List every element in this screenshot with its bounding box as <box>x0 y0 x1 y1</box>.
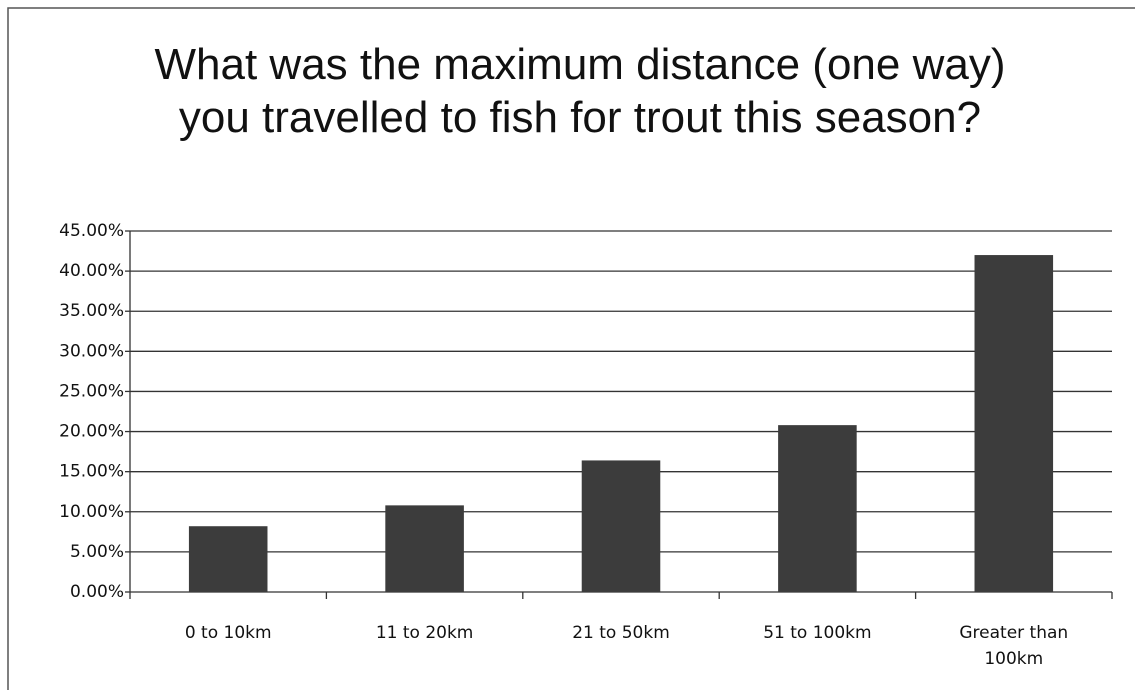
x-tick-label: 11 to 20km <box>375 623 474 643</box>
bar <box>385 505 464 592</box>
y-tick-label: 10.00% <box>59 502 124 522</box>
x-tick-label: Greater than 100km <box>959 623 1069 669</box>
y-tick-label: 15.00% <box>59 462 124 482</box>
x-tick-label: 0 to 10km <box>184 623 272 643</box>
y-tick-label: 20.00% <box>59 422 124 442</box>
bar <box>581 460 661 592</box>
y-tick-label: 35.00% <box>59 301 124 321</box>
x-tick-label: 21 to 50km <box>572 623 670 643</box>
chart-border <box>7 7 1135 690</box>
y-tick-label: 0.00% <box>70 582 124 602</box>
y-tick-label: 5.00% <box>70 542 124 562</box>
y-tick-label: 30.00% <box>59 341 124 361</box>
x-tick-label: 51 to 100km <box>763 623 872 643</box>
bar <box>974 255 1054 593</box>
bar <box>778 425 857 592</box>
y-tick-label: 40.00% <box>59 261 124 281</box>
y-tick-label: 45.00% <box>59 221 124 241</box>
y-tick-label: 25.00% <box>59 381 124 401</box>
bar <box>188 526 268 592</box>
chart-title: What was the maximum distance (one way) … <box>154 40 1006 142</box>
